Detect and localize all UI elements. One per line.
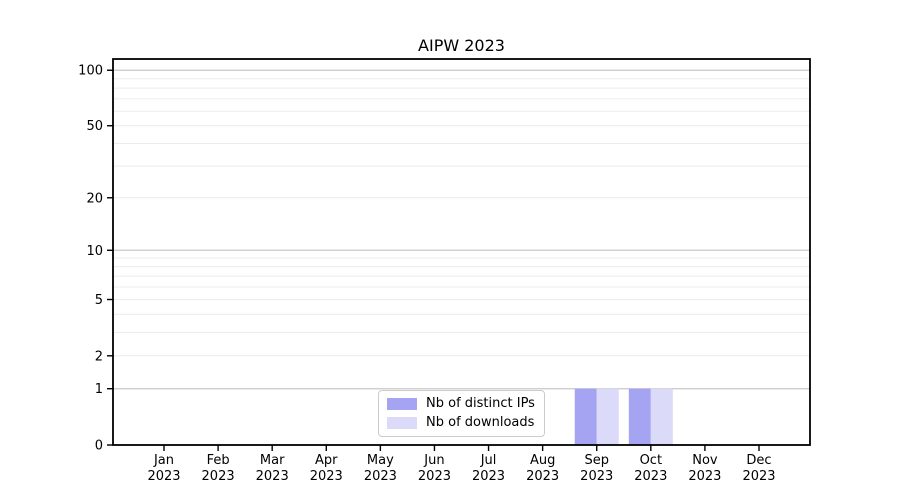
x-tick-label-mar: Mar 2023 [256,453,289,484]
legend-swatch-distinct-ips [387,398,417,410]
legend: Nb of distinct IPs Nb of downloads [378,390,545,437]
plot-border [112,58,811,446]
x-tick-label-apr: Apr 2023 [310,453,343,484]
x-tick-label-sep: Sep 2023 [580,453,613,484]
y-tick-label-2: 2 [95,349,103,364]
legend-item: Nb of downloads [387,415,535,431]
x-tick-label-jul: Jul 2023 [472,453,505,484]
y-tick-label-10: 10 [86,244,103,259]
y-tick-label-1: 1 [95,382,103,397]
x-tick-label-jan: Jan 2023 [147,453,180,484]
x-tick-label-aug: Aug 2023 [526,453,559,484]
x-tick-label-dec: Dec 2023 [742,453,775,484]
y-tick-label-50: 50 [86,119,103,134]
bar-downloads-oct-2023 [650,388,673,445]
y-tick-label-0: 0 [95,439,103,454]
bar-downloads-sep-2023 [596,388,619,445]
legend-label: Nb of downloads [426,415,535,430]
bar-distinct-ips-sep-2023 [574,388,597,445]
x-tick-label-nov: Nov 2023 [688,453,721,484]
y-tick-label-20: 20 [86,191,103,206]
x-tick-label-jun: Jun 2023 [418,453,451,484]
bar-distinct-ips-oct-2023 [628,388,651,445]
legend-label: Nb of distinct IPs [426,396,535,411]
y-tick-label-100: 100 [78,64,103,79]
x-tick-label-may: May 2023 [364,453,397,484]
y-tick-label-5: 5 [95,293,103,308]
x-tick-label-feb: Feb 2023 [202,453,235,484]
legend-swatch-downloads [387,417,417,429]
x-tick-label-oct: Oct 2023 [634,453,667,484]
chart-title: AIPW 2023 [418,36,505,55]
legend-item: Nb of distinct IPs [387,396,535,412]
